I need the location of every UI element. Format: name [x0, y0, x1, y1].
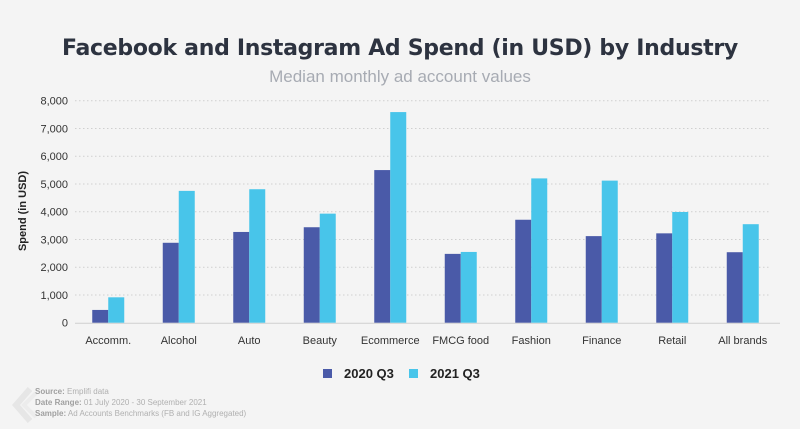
bar-2021-q3 [108, 297, 125, 323]
y-tick-label: 3,000 [40, 234, 68, 246]
source-text: Emplifi data [67, 387, 109, 396]
x-category-label: Ecommerce [361, 335, 420, 347]
date-range-label: Date Range: [35, 398, 82, 407]
bar-2020-q3 [444, 253, 461, 323]
bar-2021-q3 [460, 251, 477, 323]
bar-2021-q3 [319, 213, 336, 323]
y-tick-label: 0 [62, 318, 68, 330]
x-category-label: Auto [238, 335, 261, 347]
y-tick-label: 7,000 [40, 123, 68, 135]
y-axis-label: Spend (in USD) [17, 171, 29, 251]
bar-2020-q3 [303, 227, 320, 323]
bar-2020-q3 [726, 252, 743, 323]
legend-item-2020: 2020 Q3 [323, 366, 394, 381]
legend-swatch [323, 369, 332, 378]
footnotes: Source: Emplifi data Date Range: 01 July… [35, 386, 246, 419]
date-range-text: 01 July 2020 - 30 September 2021 [83, 398, 207, 407]
bar-2020-q3 [585, 236, 602, 323]
y-tick-label: 5,000 [40, 179, 68, 191]
x-category-label: Alcohol [161, 335, 197, 347]
bar-2021-q3 [742, 224, 759, 323]
bar-2021-q3 [601, 180, 618, 323]
bar-2020-q3 [233, 231, 250, 323]
bar-2021-q3 [178, 190, 195, 323]
y-tick-label: 8,000 [40, 96, 68, 108]
bar-2020-q3 [92, 309, 109, 323]
x-category-label: Accomm. [85, 335, 131, 347]
bar-2021-q3 [672, 211, 689, 323]
y-tick-label: 4,000 [40, 207, 68, 219]
sample-label: Sample: [35, 409, 67, 418]
brand-logo-icon [12, 387, 38, 423]
legend-item-2021: 2021 Q3 [409, 366, 480, 381]
bar-2021-q3 [531, 178, 548, 323]
source-label: Source: [35, 387, 65, 396]
bar-2020-q3 [162, 242, 179, 323]
y-tick-label: 1,000 [40, 290, 68, 302]
y-tick-label: 2,000 [40, 262, 68, 274]
y-tick-label: 6,000 [40, 151, 68, 163]
legend-label: 2021 Q3 [430, 366, 480, 381]
sample-text: Ad Accounts Benchmarks (FB and IG Aggreg… [67, 409, 247, 418]
x-category-label: Finance [582, 335, 621, 347]
x-category-label: Retail [658, 335, 686, 347]
bar-2020-q3 [374, 170, 391, 323]
bar-2020-q3 [515, 219, 532, 323]
x-category-label: Fashion [512, 335, 551, 347]
bar-2020-q3 [656, 233, 673, 323]
legend-label: 2020 Q3 [344, 366, 394, 381]
bar-2021-q3 [390, 112, 407, 323]
x-category-label: Beauty [303, 335, 338, 347]
bar-2021-q3 [249, 189, 266, 323]
chart-title: Facebook and Instagram Ad Spend (in USD)… [62, 36, 738, 61]
legend-swatch [409, 369, 418, 378]
x-category-label: FMCG food [432, 335, 489, 347]
chart-subtitle: Median monthly ad account values [269, 67, 531, 86]
x-category-label: All brands [718, 335, 767, 347]
